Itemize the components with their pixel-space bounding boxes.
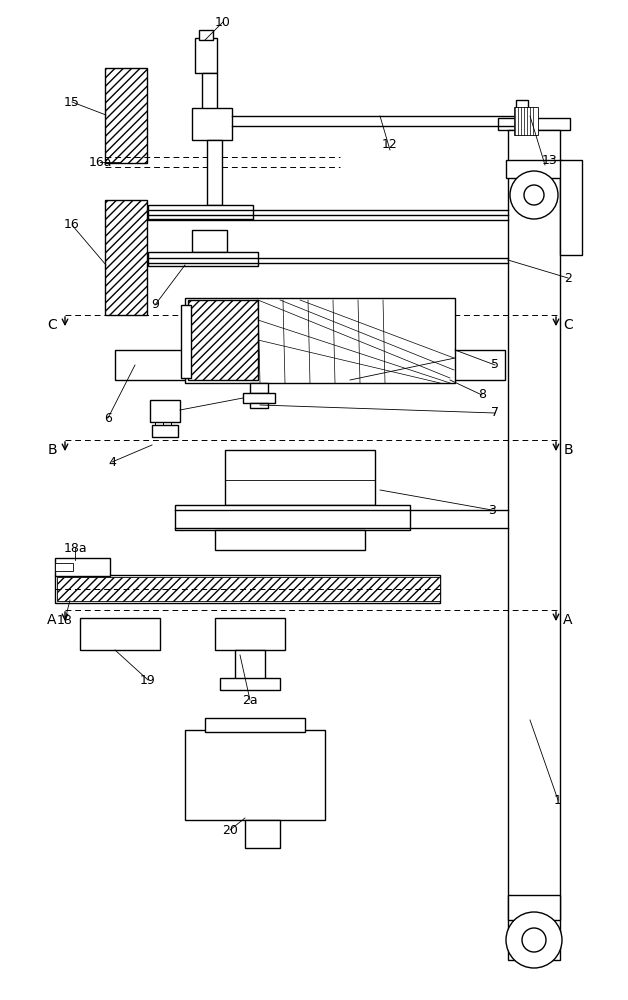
Bar — [235, 650, 265, 680]
Text: 7: 7 — [491, 406, 499, 420]
Text: 5: 5 — [491, 359, 499, 371]
Bar — [215, 530, 365, 550]
Text: 12: 12 — [382, 137, 398, 150]
Bar — [192, 108, 232, 140]
Bar — [250, 383, 268, 393]
Bar — [245, 820, 280, 848]
Text: 13: 13 — [542, 153, 558, 166]
Bar — [560, 160, 582, 255]
Text: B: B — [563, 443, 573, 457]
Bar — [55, 563, 73, 571]
Bar — [498, 118, 570, 130]
Bar — [192, 230, 227, 252]
Bar — [225, 450, 375, 505]
Text: 1: 1 — [554, 794, 562, 806]
Bar — [150, 400, 180, 422]
Bar — [175, 505, 410, 530]
Bar — [508, 130, 560, 960]
Circle shape — [510, 171, 558, 219]
Text: 8: 8 — [478, 388, 486, 401]
Bar — [55, 575, 440, 603]
Bar — [220, 678, 280, 690]
Bar — [105, 200, 147, 315]
Bar — [506, 160, 562, 178]
Text: 18a: 18a — [63, 542, 87, 554]
Bar — [202, 73, 217, 118]
Bar — [199, 30, 213, 40]
Bar — [250, 403, 268, 408]
Bar — [80, 618, 160, 650]
Bar — [243, 393, 275, 403]
Bar — [514, 107, 538, 135]
Text: A: A — [47, 613, 57, 627]
Bar — [181, 305, 191, 378]
Bar — [55, 558, 110, 576]
Text: 18: 18 — [57, 613, 73, 626]
Text: C: C — [47, 318, 57, 332]
Bar — [207, 140, 222, 205]
Text: 3: 3 — [488, 504, 496, 516]
Bar — [185, 298, 455, 383]
Bar — [148, 205, 253, 219]
Bar — [508, 895, 560, 920]
Text: 2: 2 — [564, 271, 572, 284]
Bar — [148, 252, 258, 266]
Text: 10: 10 — [215, 15, 231, 28]
Circle shape — [524, 185, 544, 205]
Bar — [115, 350, 505, 380]
Bar — [188, 300, 258, 380]
Text: C: C — [563, 318, 573, 332]
Text: 16: 16 — [64, 219, 80, 232]
Text: 15: 15 — [64, 96, 80, 108]
Text: 20: 20 — [222, 824, 238, 836]
Bar — [516, 100, 528, 118]
Text: 2a: 2a — [242, 694, 258, 706]
Text: B: B — [47, 443, 57, 457]
Bar — [57, 577, 440, 601]
Text: 6: 6 — [104, 412, 112, 424]
Bar — [152, 425, 178, 437]
Text: 19: 19 — [140, 674, 156, 686]
Text: A: A — [563, 613, 573, 627]
Text: 16a: 16a — [89, 155, 112, 168]
Bar — [205, 718, 305, 732]
Bar — [105, 68, 147, 163]
Bar — [185, 730, 325, 820]
Bar — [195, 38, 217, 73]
Text: 9: 9 — [151, 298, 159, 312]
Text: 4: 4 — [108, 456, 116, 468]
Circle shape — [506, 912, 562, 968]
Bar — [215, 618, 285, 650]
Circle shape — [522, 928, 546, 952]
